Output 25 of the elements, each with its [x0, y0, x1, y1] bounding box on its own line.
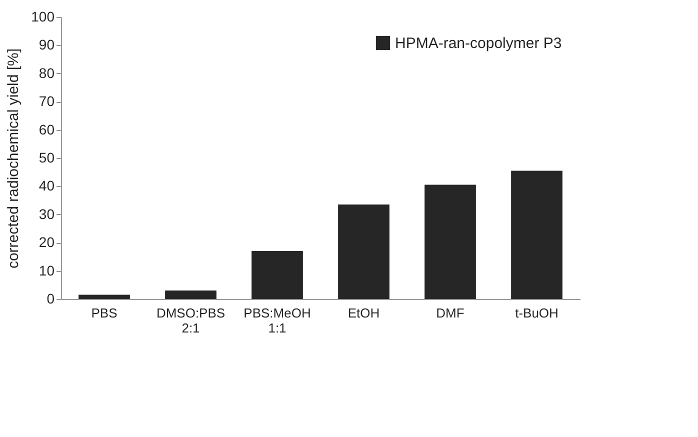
y-tick-label: 30 — [38, 206, 55, 222]
y-tick-label: 50 — [38, 150, 55, 166]
legend-label: HPMA-ran-copolymer P3 — [395, 35, 562, 52]
bar — [78, 294, 130, 299]
y-tick-label: 40 — [38, 178, 55, 194]
bar — [252, 251, 303, 299]
bar — [511, 170, 562, 299]
y-axis-title: corrected radiochemical yield [%] — [5, 48, 22, 269]
bar — [424, 184, 476, 299]
y-tick-label: 20 — [38, 234, 55, 250]
bar — [165, 290, 216, 299]
x-tick-label: PBS — [91, 306, 118, 320]
y-tick-label: 80 — [38, 64, 55, 81]
y-tick-label: 100 — [31, 8, 55, 24]
y-tick-label: 60 — [38, 121, 55, 138]
x-tick-label: t-BuOH — [515, 306, 558, 320]
y-tick-label: 70 — [38, 93, 55, 110]
x-tick-label: PBS:MeOH 1:1 — [244, 306, 311, 336]
y-tick-label: 0 — [46, 290, 55, 306]
x-tick-label: DMSO:PBS 2:1 — [156, 306, 226, 336]
y-tick-label: 10 — [38, 262, 55, 278]
x-tick-label: DMF — [436, 306, 464, 320]
x-tick-label: EtOH — [348, 306, 380, 320]
y-tick-label: 90 — [38, 36, 55, 53]
bar — [338, 204, 390, 299]
